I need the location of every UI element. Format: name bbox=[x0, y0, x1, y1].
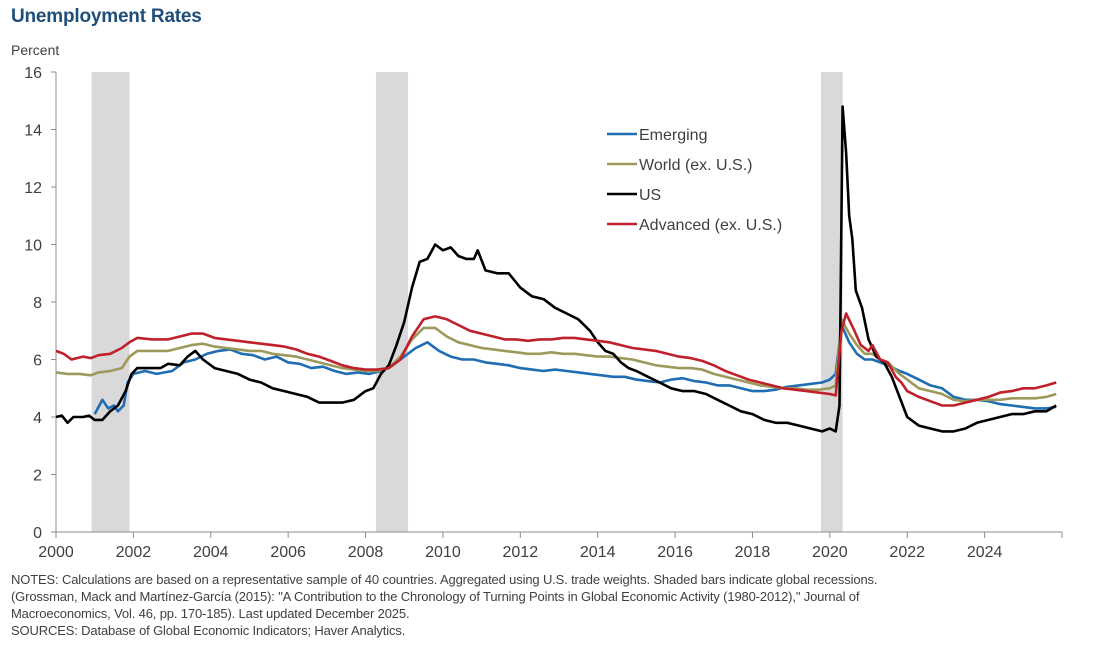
x-tick-label: 2004 bbox=[193, 544, 229, 561]
recession-bar bbox=[91, 72, 130, 532]
y-axis-label: Percent bbox=[11, 42, 60, 58]
y-tick-label: 14 bbox=[24, 123, 42, 140]
x-tick-label: 2024 bbox=[967, 544, 1003, 561]
x-tick-label: 2002 bbox=[116, 544, 152, 561]
legend-label: World (ex. U.S.) bbox=[639, 157, 753, 174]
legend-label: US bbox=[639, 187, 661, 204]
y-tick-label: 4 bbox=[33, 410, 42, 427]
x-tick-label: 2014 bbox=[580, 544, 616, 561]
x-tick-label: 2016 bbox=[657, 544, 693, 561]
recession-bars bbox=[91, 72, 843, 532]
x-tick-label: 2022 bbox=[889, 544, 925, 561]
notes-line: (Grossman, Mack and Martínez-García (201… bbox=[11, 589, 860, 604]
chart-title: Unemployment Rates bbox=[11, 6, 202, 27]
y-tick-label: 8 bbox=[33, 295, 42, 312]
notes: NOTES: Calculations are based on a repre… bbox=[11, 571, 1091, 639]
series-line-advanced-ex-u-s bbox=[55, 312, 1057, 407]
x-tick-label: 2008 bbox=[348, 544, 384, 561]
x-tick-label: 2010 bbox=[425, 544, 461, 561]
line-chart: 0 2 4 6 8 10 12 14 16 2000 2002 2004 2006 2008 2010 201… bbox=[24, 65, 1063, 561]
y-tick-label: 16 bbox=[24, 65, 42, 82]
notes-line: Macroeconomics, Vol. 46, pp. 170-185). L… bbox=[11, 606, 410, 621]
recession-bar bbox=[375, 72, 409, 532]
y-tick-label: 6 bbox=[33, 353, 42, 370]
x-tick-label: 2012 bbox=[503, 544, 539, 561]
series-lines bbox=[55, 105, 1057, 433]
y-tick-label: 0 bbox=[33, 525, 42, 542]
x-tick-label: 2018 bbox=[735, 544, 771, 561]
legend-label: Advanced (ex. U.S.) bbox=[639, 217, 782, 234]
x-tick-label: 2020 bbox=[812, 544, 848, 561]
y-tick-label: 12 bbox=[24, 180, 42, 197]
legend: Emerging World (ex. U.S.) US Advanced (ex. … bbox=[607, 127, 782, 234]
series-line-us bbox=[55, 105, 1057, 433]
sources-line: SOURCES: Database of Global Economic Ind… bbox=[11, 623, 406, 638]
y-tick-label: 2 bbox=[33, 468, 42, 485]
axes: 0 2 4 6 8 10 12 14 16 2000 2002 2004 2006 2008 2010 201… bbox=[24, 65, 1063, 561]
notes-line: NOTES: Calculations are based on a repre… bbox=[11, 572, 878, 587]
x-tick-label: 2000 bbox=[38, 544, 74, 561]
y-tick-label: 10 bbox=[24, 238, 42, 255]
legend-label: Emerging bbox=[639, 127, 707, 144]
x-tick-label: 2006 bbox=[270, 544, 306, 561]
